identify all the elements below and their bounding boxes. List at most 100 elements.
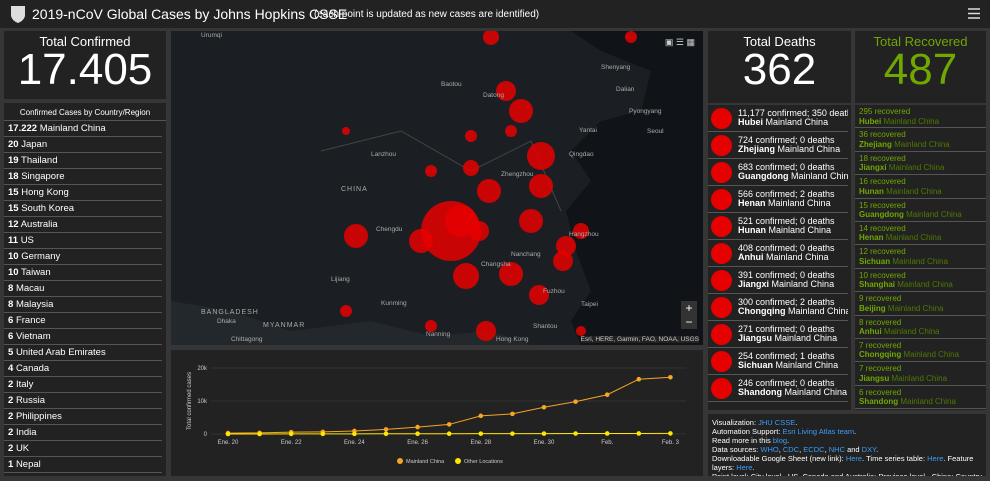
map: Urumqi Baotou Datong Shenyang Pyongyang Seoul… (171, 31, 703, 345)
death-stats: 271 confirmed; 0 deaths (738, 324, 835, 334)
map-label: Nanchang (511, 251, 541, 258)
country-count: 19 (8, 155, 19, 166)
country-count: 12 (8, 219, 19, 230)
case-bubble (509, 99, 533, 123)
recovered-count: 6 recovered (859, 387, 902, 397)
recovered-location: Shandong Mainland China (859, 397, 986, 407)
death-location: Hunan Mainland China (738, 226, 848, 235)
case-bubble (556, 236, 576, 256)
recovered-location: Hubei Mainland China (859, 117, 986, 127)
province: Sichuan (859, 256, 891, 266)
recovered-location: Hunan Mainland China (859, 187, 986, 197)
link[interactable]: JHU CSSE (758, 418, 796, 427)
country: Mainland China (892, 256, 948, 266)
link[interactable]: ECDC (803, 445, 825, 454)
link[interactable]: Here (845, 454, 863, 463)
zoom-in[interactable]: + (685, 301, 693, 315)
menu-button[interactable] (968, 8, 980, 19)
info-text: . (876, 445, 879, 454)
country-name: Germany (21, 251, 61, 262)
link[interactable]: Esri Living Atlas team (782, 427, 855, 436)
info-text: . (787, 436, 790, 445)
country-name: Thailand (21, 155, 58, 166)
link[interactable]: CDC (782, 445, 800, 454)
death-row: 724 confirmed; 0 deaths Zhejiang Mainland… (708, 132, 848, 159)
info-text: , (799, 445, 804, 454)
death-stats: 724 confirmed; 0 deaths (738, 135, 835, 145)
recovered-row: 7 recovered Jiangsu Mainland China (855, 362, 986, 386)
country-count: 4 (8, 363, 14, 374)
link[interactable]: blog (772, 436, 788, 445)
point (573, 431, 578, 436)
map-label: BANGLADESH (201, 309, 259, 316)
panel-label: Total Deaths (743, 34, 816, 49)
recovered-count: 18 recovered (859, 153, 906, 163)
country-row: 2 India (4, 425, 162, 441)
red-dot (711, 108, 732, 129)
province: Zhejiang (738, 144, 776, 154)
map-label: Shenyang (601, 64, 631, 71)
list-title: Confirmed Cases by Country/Region (4, 103, 166, 121)
death-row: 683 confirmed; 0 deaths Guangdong Mainlan… (708, 159, 848, 186)
map-label: Zhengzhou (501, 171, 534, 178)
recovered-row: 12 recovered Sichuan Mainland China (855, 245, 986, 269)
link[interactable]: Here (927, 454, 944, 463)
recovered-row: 7 recovered Chongqing Mainland China (855, 339, 986, 363)
country: Mainland China (887, 303, 944, 313)
map-tools[interactable]: ▣ ☰ ▦ (664, 37, 695, 47)
country-name: Malaysia (15, 299, 54, 310)
country-name: Philippines (15, 411, 62, 422)
point (604, 431, 610, 436)
legend-label: Mainland China (406, 459, 445, 465)
recovered-location: Beijing Mainland China (859, 304, 986, 314)
recovered-location: Henan Mainland China (859, 233, 986, 243)
red-dot (711, 297, 732, 318)
point (478, 431, 484, 436)
death-stats: 391 confirmed; 0 deaths (738, 270, 835, 280)
y-tick-label: 20k (197, 366, 208, 372)
map-label: Baotou (441, 81, 462, 88)
death-row: 300 confirmed; 2 deaths Chongqing Mainlan… (708, 294, 848, 321)
country-row: 10 Taiwan (4, 265, 162, 281)
death-stats: 300 confirmed; 2 deaths (738, 297, 835, 307)
country-count: 17.222 (8, 123, 38, 134)
info-text: Visualization: (712, 418, 759, 427)
map-label: Chengdu (376, 226, 403, 233)
link[interactable]: WHO (760, 445, 779, 454)
case-bubble (409, 229, 433, 253)
country-row: 8 Macau (4, 281, 162, 297)
zoom-out[interactable]: − (685, 315, 693, 329)
link[interactable]: NHC (828, 445, 845, 454)
country-name: Australia (20, 219, 58, 230)
country: Mainland China (886, 186, 942, 196)
province: Jiangxi (738, 279, 770, 289)
country-count: 2 (8, 395, 14, 406)
country-name: Japan (21, 139, 48, 150)
map-label: Chittagong (231, 336, 263, 343)
death-row: 246 confirmed; 0 deaths Shandong Mainland… (708, 375, 848, 402)
case-bubble (573, 223, 589, 239)
link[interactable]: DXY (861, 445, 877, 454)
death-location: Chongqing Mainland China (738, 307, 848, 316)
country-row: 8 Malaysia (4, 297, 162, 313)
country-count: 2 (8, 379, 14, 390)
y-tick-label: 10k (197, 399, 208, 405)
total-deaths: 362 (742, 45, 817, 94)
deaths-panel: Total Deaths 362 (708, 31, 851, 103)
country: Mainland China (897, 280, 953, 290)
point (446, 422, 452, 427)
death-location: Jiangxi Mainland China (738, 280, 848, 289)
link[interactable]: Here (736, 463, 753, 472)
map-label: Lanzhou (371, 151, 396, 158)
death-stats: 683 confirmed; 0 deaths (738, 162, 835, 172)
case-bubble (340, 305, 352, 317)
case-bubble (477, 179, 501, 203)
recovered-row: 8 recovered Anhui Mainland China (855, 316, 986, 339)
country: Mainland China (894, 139, 950, 149)
red-dot (711, 270, 732, 291)
point (541, 431, 547, 436)
country-name: Taiwan (21, 267, 51, 278)
country-name: United Arab Emirates (15, 347, 106, 358)
province: Hubei (738, 117, 764, 127)
